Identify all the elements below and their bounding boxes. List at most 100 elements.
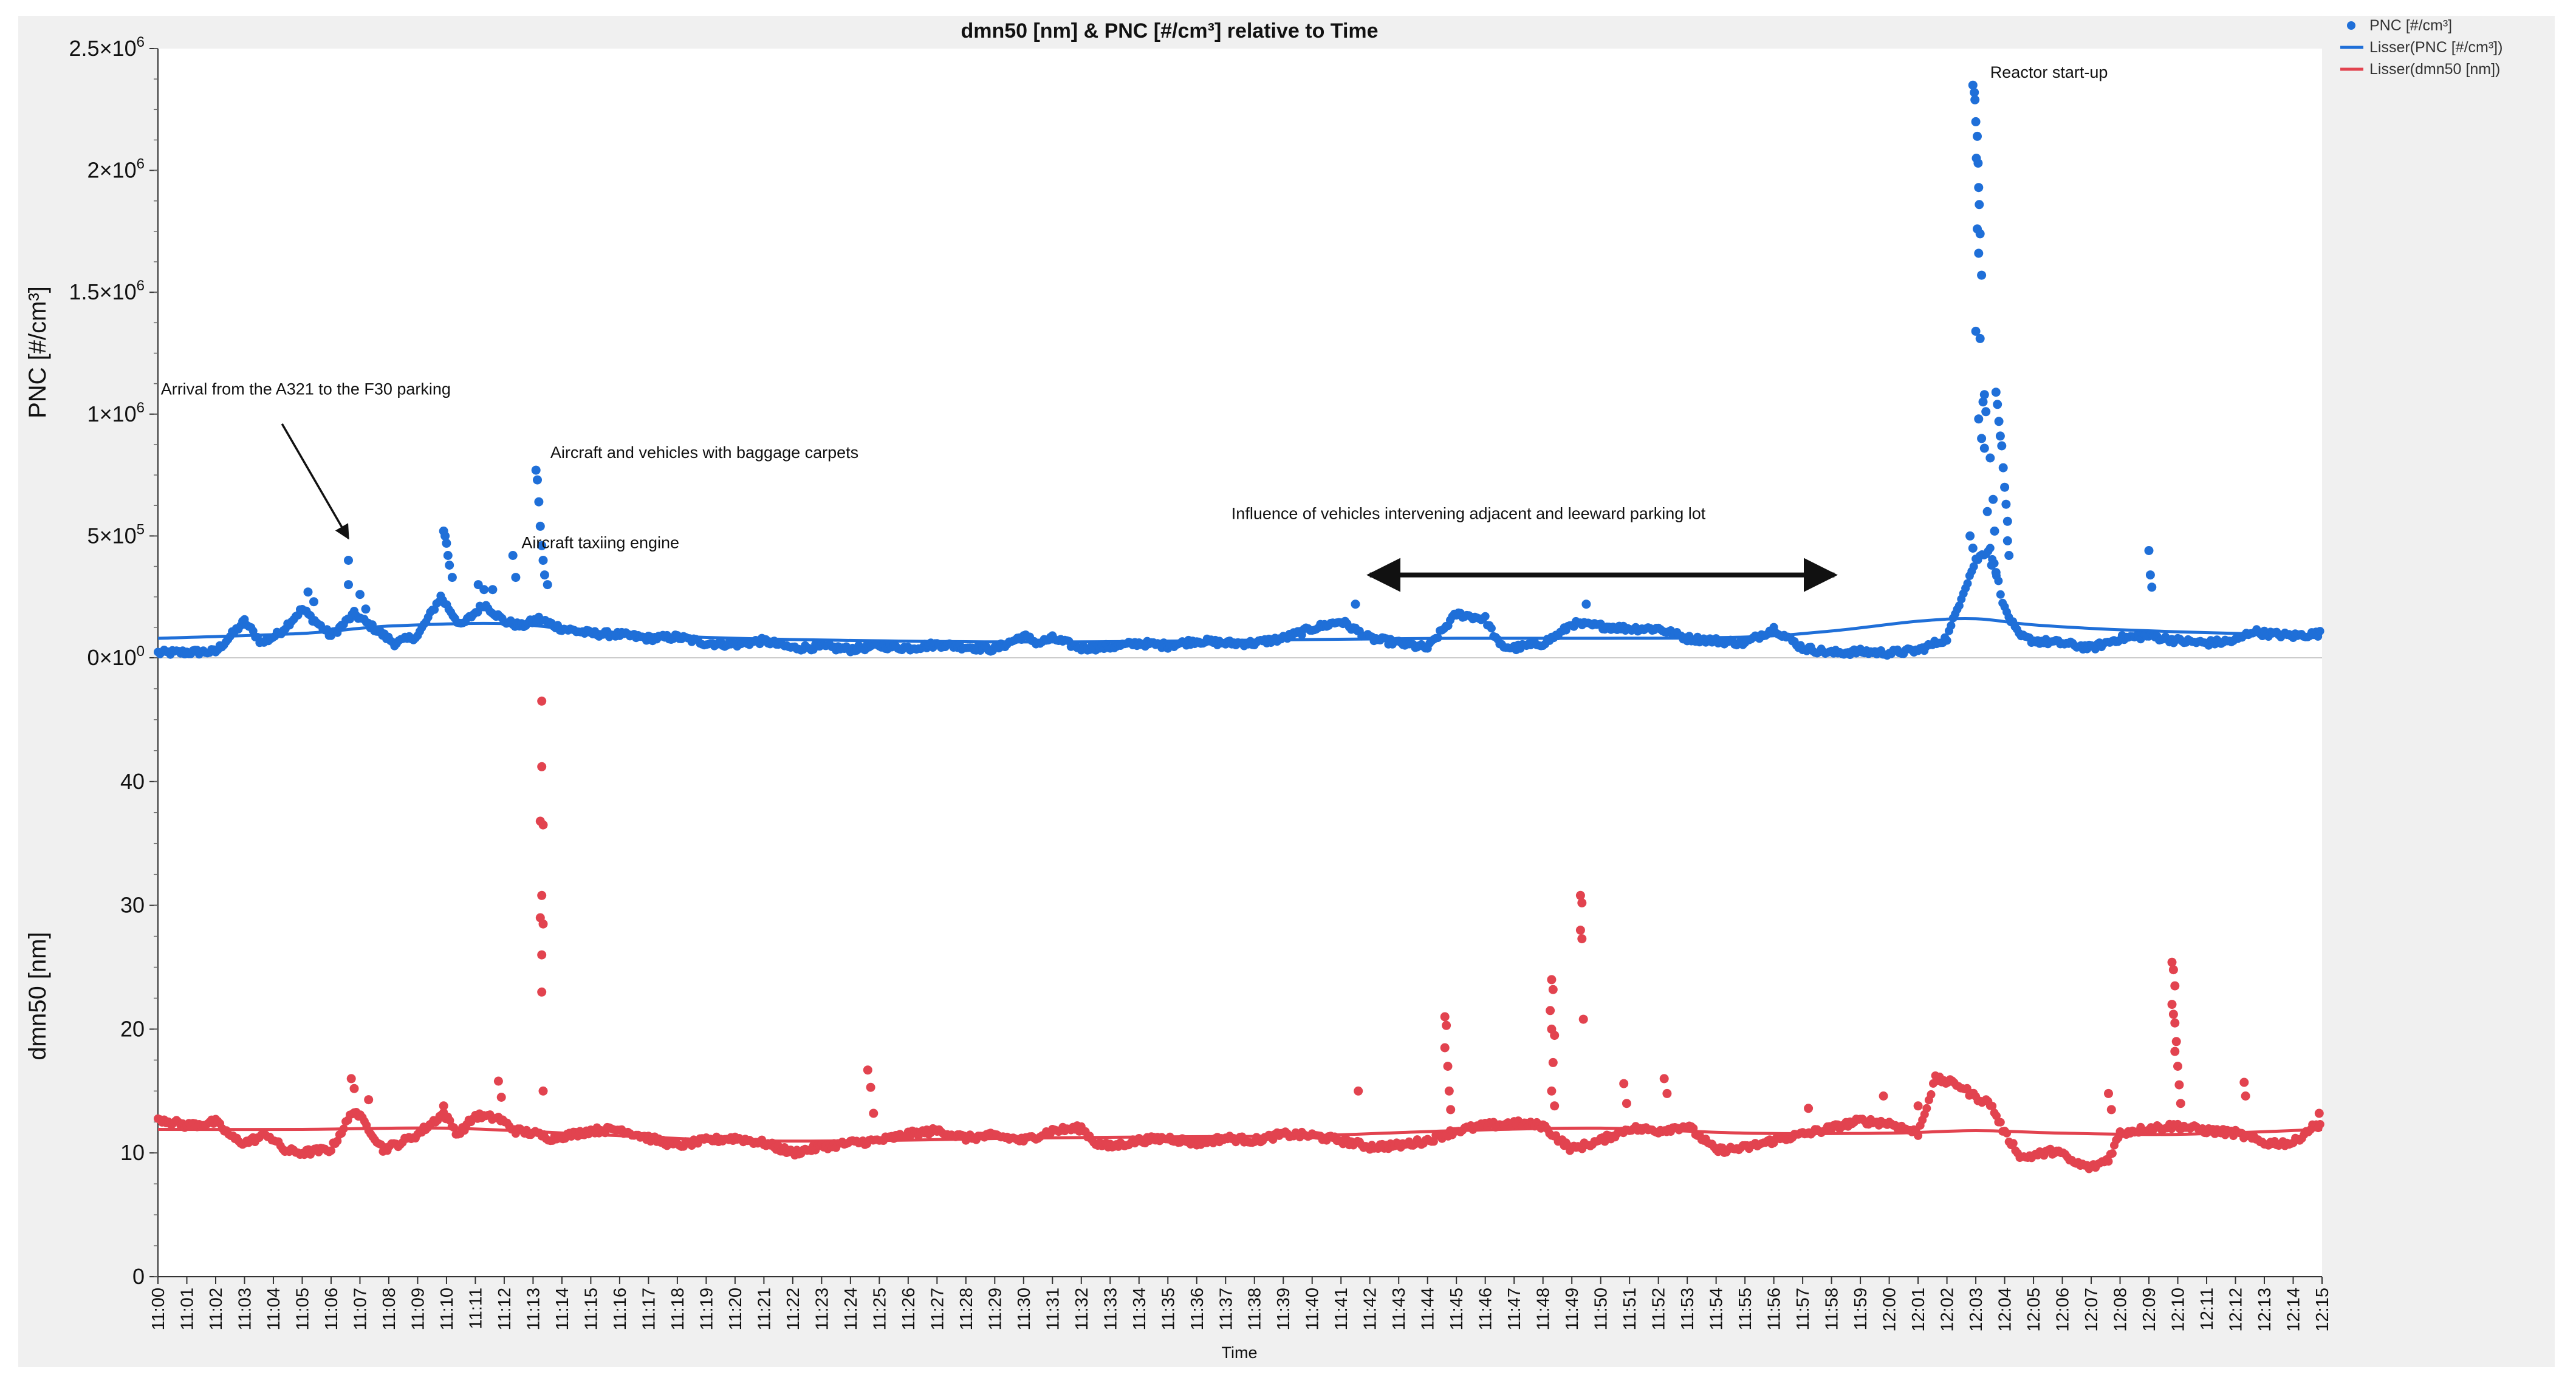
x-tick-label: 12:02: [1938, 1288, 1958, 1332]
x-tick-label: 12:09: [2140, 1288, 2159, 1332]
data-point: [2314, 1108, 2324, 1118]
annotation-label: Arrival from the A321 to the F30 parking: [161, 380, 451, 398]
x-tick-label: 12:13: [2255, 1288, 2275, 1332]
data-point: [1998, 463, 2008, 473]
x-tick-label: 11:38: [1245, 1288, 1265, 1330]
data-point: [508, 551, 518, 560]
x-tick-label: 12:08: [2111, 1288, 2131, 1332]
data-point: [1993, 400, 2002, 409]
data-point: [1974, 183, 1984, 193]
x-tick-label: 11:23: [812, 1288, 832, 1330]
x-tick-label: 11:27: [928, 1288, 947, 1330]
x-tick-label: 11:55: [1736, 1288, 1755, 1330]
data-point: [1978, 397, 1988, 407]
data-point: [2002, 536, 2012, 545]
x-axis-label: Time: [1222, 1344, 1258, 1362]
x-tick-label: 11:57: [1793, 1288, 1813, 1330]
data-point: [1547, 975, 1557, 985]
x-tick-label: 11:46: [1476, 1288, 1496, 1330]
data-point: [537, 541, 547, 550]
data-point: [1575, 925, 1585, 935]
data-point: [447, 573, 457, 582]
x-tick-label: 11:28: [957, 1288, 976, 1330]
data-point: [1981, 407, 1991, 417]
data-point: [543, 580, 552, 590]
x-tick-label: 12:00: [1880, 1288, 1900, 1332]
data-point: [1550, 1031, 1560, 1040]
data-point: [1970, 87, 1979, 97]
x-tick-label: 11:51: [1620, 1288, 1640, 1330]
legend-label: Lisser(dmn50 [nm]): [2369, 61, 2500, 78]
x-tick-label: 11:13: [524, 1288, 543, 1330]
data-point: [1979, 443, 1989, 453]
data-point: [2167, 957, 2177, 967]
x-tick-label: 11:56: [1765, 1288, 1784, 1330]
data-point: [1971, 326, 1981, 336]
data-point: [2239, 1077, 2249, 1087]
data-point: [1974, 248, 1984, 258]
data-point: [537, 762, 547, 771]
data-point: [2009, 1139, 2018, 1148]
x-tick-label: 11:37: [1216, 1288, 1236, 1330]
x-tick-label: 11:44: [1419, 1288, 1438, 1330]
data-point: [2174, 1080, 2184, 1090]
annotation-label: Aircraft taxiing engine: [521, 534, 679, 552]
annotation-arrow: [281, 423, 349, 540]
x-tick-label: 11:49: [1563, 1288, 1582, 1330]
data-point: [1662, 1088, 1672, 1098]
chart-title: dmn50 [nm] & PNC [#/cm³] relative to Tim…: [961, 19, 1378, 43]
data-point: [1942, 636, 1951, 645]
x-tick-label: 11:58: [1823, 1288, 1842, 1330]
data-point: [440, 531, 450, 541]
data-point: [344, 580, 353, 590]
data-point: [303, 587, 313, 597]
data-point: [450, 1123, 459, 1132]
annotation-label: Reactor start-up: [1990, 63, 2108, 81]
data-point: [537, 890, 547, 900]
data-point: [1997, 441, 2007, 451]
x-tick-label: 11:06: [322, 1288, 341, 1330]
data-point: [1975, 200, 1984, 210]
data-point: [327, 1146, 335, 1155]
data-point: [1973, 131, 1982, 141]
data-point: [538, 556, 548, 565]
data-point: [1440, 1012, 1450, 1022]
x-tick-label: 11:16: [611, 1288, 630, 1330]
data-point: [2002, 516, 2012, 526]
data-point: [1994, 417, 2004, 426]
x-tick-label: 12:15: [2313, 1288, 2332, 1332]
data-point: [2315, 1120, 2324, 1129]
x-tick-label: 11:52: [1649, 1288, 1669, 1330]
data-point: [1922, 1104, 1931, 1113]
data-point: [1804, 1104, 1814, 1113]
x-tick-label: 11:12: [495, 1288, 515, 1330]
data-point: [1985, 453, 1995, 463]
pnc-y-tick-label: 0×100: [87, 643, 145, 670]
x-tick-label: 11:17: [639, 1288, 659, 1330]
data-point: [364, 1095, 374, 1105]
pnc-y-tick-label: 1×106: [87, 400, 145, 426]
data-point: [2004, 551, 2014, 560]
x-tick-label: 11:24: [841, 1288, 861, 1330]
data-point: [1481, 612, 1490, 621]
series-pnc-points: [154, 544, 2324, 660]
data-point: [355, 590, 365, 599]
data-point: [2168, 1009, 2178, 1019]
data-point: [2106, 1105, 2116, 1115]
data-points-group: [154, 80, 2324, 1173]
series-dmn50-outliers: [346, 696, 2324, 1118]
data-point: [496, 1093, 506, 1102]
data-point: [1975, 333, 1985, 343]
x-tick-label: 11:10: [437, 1288, 457, 1330]
x-tick-label: 11:32: [1072, 1288, 1092, 1330]
data-point: [1577, 898, 1587, 907]
data-point: [2170, 1047, 2180, 1056]
data-point: [443, 551, 453, 560]
annotations-group: Arrival from the A321 to the F30 parking…: [161, 63, 2108, 592]
data-point: [1995, 431, 2005, 441]
data-point: [2147, 582, 2157, 592]
data-point: [538, 919, 548, 929]
dmn50-axis-label: dmn50 [nm]: [24, 932, 51, 1060]
data-point: [537, 950, 547, 960]
data-point: [1977, 434, 1987, 443]
